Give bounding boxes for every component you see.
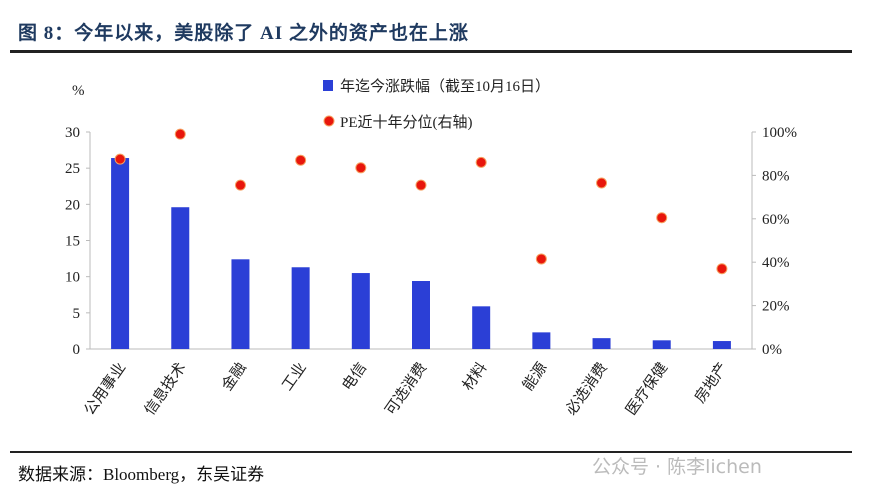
right-tick-label: 100% [762,125,797,141]
right-tick-label: 40% [762,255,790,271]
right-tick-label: 80% [762,168,790,184]
pe-point-工业 [295,154,307,166]
category-label: 房地产 [691,360,731,407]
bar-电信 [351,273,370,349]
bar-必选消费 [592,338,611,349]
chart-title: 图 8：今年以来，美股除了 AI 之外的资产也在上涨 [18,23,469,44]
category-label: 能源 [519,360,550,394]
legend-bar-swatch [323,80,333,91]
pe-point-医疗保健 [656,212,668,224]
bar-信息技术 [171,207,190,349]
bar-材料 [472,306,491,349]
bar-公用事业 [111,158,130,349]
bar-房地产 [712,341,731,349]
pe-point-必选消费 [596,177,608,189]
left-tick-label: 5 [73,306,81,322]
right-tick-label: 20% [762,299,790,315]
category-label: 金融 [219,360,250,394]
legend-bar-label: 年迄今涨跌幅（截至10月16日） [340,78,550,95]
bar-可选消费 [412,281,430,349]
top-divider [10,50,852,53]
pe-point-信息技术 [174,128,186,140]
pe-point-房地产 [716,263,728,275]
category-label: 信息技术 [141,360,189,419]
bar-金融 [231,259,250,349]
watermark: 公众号 · 陈李lichen [592,456,762,478]
pe-point-电信 [355,162,367,174]
left-tick-label: 10 [65,270,80,286]
left-tick-label: 20 [65,197,80,213]
category-label: 可选消费 [382,360,430,419]
left-axis-unit: % [72,83,85,99]
pe-point-材料 [475,156,487,168]
left-tick-label: 25 [65,161,80,177]
pe-point-可选消费 [415,179,427,191]
legend-dot-label: PE近十年分位(右轴) [340,114,473,131]
category-label: 电信 [339,360,370,394]
category-label: 医疗保健 [623,360,671,419]
category-label: 公用事业 [81,360,129,419]
left-tick-label: 0 [73,342,81,358]
legend-dot-swatch [323,115,335,127]
pe-point-金融 [234,179,246,191]
category-label: 材料 [459,360,490,394]
bar-能源 [532,332,551,349]
category-label: 必选消费 [562,360,610,419]
bottom-divider [10,451,852,453]
source-note: 数据来源：Bloomberg，东吴证券 [18,465,265,484]
bar-工业 [291,267,310,349]
bar-医疗保健 [652,340,671,349]
left-tick-label: 30 [65,125,80,141]
left-tick-label: 15 [65,234,80,250]
pe-point-公用事业 [114,153,126,165]
category-label: 工业 [279,360,310,394]
right-tick-label: 60% [762,212,790,228]
right-tick-label: 0% [762,342,782,358]
pe-point-能源 [535,253,547,265]
